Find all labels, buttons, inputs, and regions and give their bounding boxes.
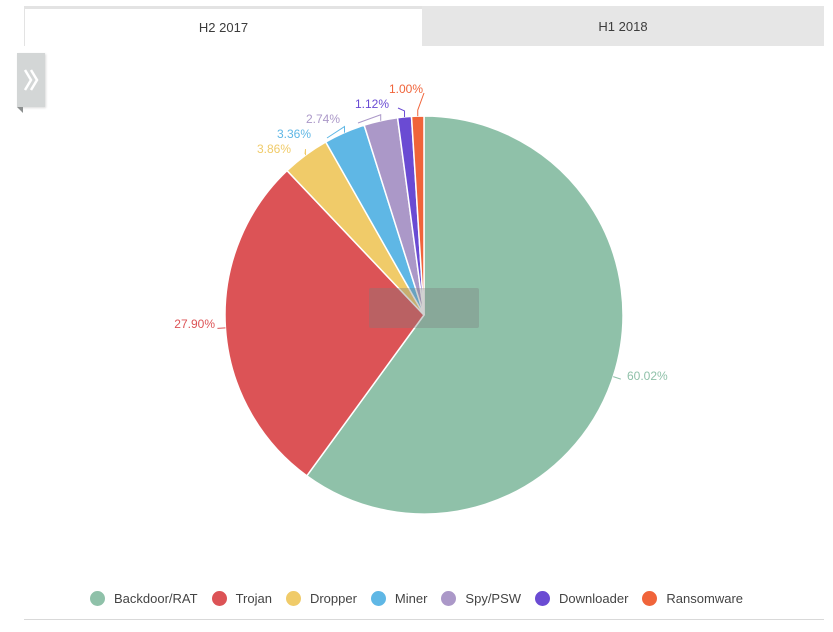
legend-item-dropper[interactable]: Dropper <box>285 590 357 606</box>
hover-tooltip-placeholder <box>369 288 479 328</box>
pie-slices <box>224 115 624 515</box>
legend-item-trojan[interactable]: Trojan <box>211 590 272 606</box>
leader-line-miner <box>326 125 346 139</box>
leader-line-dropper <box>304 149 307 156</box>
legend-label: Spy/PSW <box>465 590 522 606</box>
pie-labels: 60.02% 27.90% 3.86%3.36%2.74% 1.12%1.00% <box>174 82 668 383</box>
data-label-spy-psw: 2.74% <box>306 112 340 126</box>
legend-swatch <box>535 590 551 606</box>
data-label-dropper: 3.86% <box>257 142 291 156</box>
legend-swatch <box>642 590 658 606</box>
legend-label: Ransomware <box>666 590 744 606</box>
tab-h1-2018[interactable]: H1 2018 <box>422 6 824 46</box>
data-label-ransomware: 1.00% <box>389 82 423 96</box>
leader-line-backdoor-rat <box>613 376 621 380</box>
period-tabs: H2 2017 H1 2018 <box>24 6 824 46</box>
pie-slice-ransomware[interactable] <box>410 115 425 316</box>
legend-swatch <box>441 590 457 606</box>
pie-leader-lines <box>217 92 621 380</box>
leader-line-ransomware <box>417 92 425 117</box>
legend-label: Dropper <box>309 590 357 606</box>
chart-legend: Backdoor/RAT Trojan Dropper Miner Spy/PSW Dow… <box>0 586 833 610</box>
pie-chart: 60.02% 27.90% 3.86%3.36%2.74% 1.12%1.00% <box>174 82 668 515</box>
leader-line-downloader <box>397 107 406 117</box>
legend-swatch <box>89 590 105 606</box>
data-label-miner: 3.36% <box>277 127 311 141</box>
legend-label: Downloader <box>559 590 629 606</box>
leader-line-trojan <box>217 327 226 329</box>
double-chevron-right-icon <box>23 69 39 91</box>
legend-label: Miner <box>394 590 428 606</box>
data-label-backdoor-rat: 60.02% <box>627 369 668 383</box>
legend-item-downloader[interactable]: Downloader <box>535 590 629 606</box>
legend-label: Backdoor/RAT <box>113 590 198 606</box>
legend-item-spy-psw[interactable]: Spy/PSW <box>441 590 522 606</box>
sidebar-toggle-button[interactable] <box>17 53 45 113</box>
pie-slice-trojan[interactable] <box>224 169 425 477</box>
tab-h2-2017[interactable]: H2 2017 <box>24 6 422 46</box>
divider <box>24 619 824 620</box>
data-label-trojan: 27.90% <box>174 317 215 331</box>
legend-label: Trojan <box>235 590 272 606</box>
legend-item-backdoor-rat[interactable]: Backdoor/RAT <box>89 590 198 606</box>
leader-line-spy-psw <box>357 114 382 124</box>
legend-swatch <box>211 590 227 606</box>
legend-swatch <box>285 590 301 606</box>
data-label-downloader: 1.12% <box>355 97 389 111</box>
legend-swatch <box>370 590 386 606</box>
legend-item-miner[interactable]: Miner <box>370 590 428 606</box>
legend-item-ransomware[interactable]: Ransomware <box>642 590 744 606</box>
